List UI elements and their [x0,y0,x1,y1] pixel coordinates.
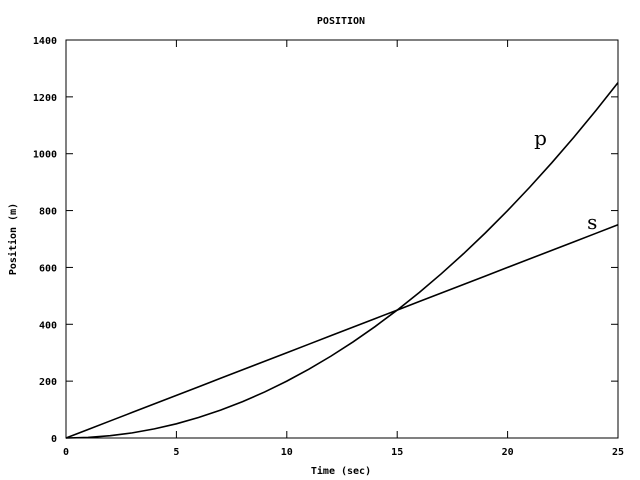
y-axis-label: Position (m) [7,203,19,275]
x-axis: 0 5 10 15 20 25 [63,40,624,458]
x-tick-label: 15 [391,447,403,458]
y-tick-label: 1000 [33,150,57,161]
series-layer: ps [65,82,619,439]
plot-frame [65,39,619,439]
y-tick-label: 400 [39,320,57,331]
chart-title: POSITION [317,16,365,27]
y-tick-label: 200 [39,377,57,388]
x-tick-label: 25 [612,447,624,458]
series-label-s: s [587,210,597,234]
x-tick-label: 10 [281,447,293,458]
x-axis-label: Time (sec) [311,465,371,477]
series-label-p: p [534,126,547,150]
y-tick-label: 0 [51,434,57,445]
y-tick-label: 1200 [33,93,57,104]
y-tick-label: 600 [39,263,57,274]
x-tick-label: 20 [502,447,514,458]
x-tick-label: 0 [63,447,69,458]
y-tick-label: 800 [39,207,57,218]
y-tick-label: 1400 [33,36,57,47]
y-axis: 0 200 400 600 800 1000 1200 1400 [33,36,618,445]
series-line-s [65,224,619,439]
x-tick-label: 5 [173,447,179,458]
series-line-p [65,82,619,439]
